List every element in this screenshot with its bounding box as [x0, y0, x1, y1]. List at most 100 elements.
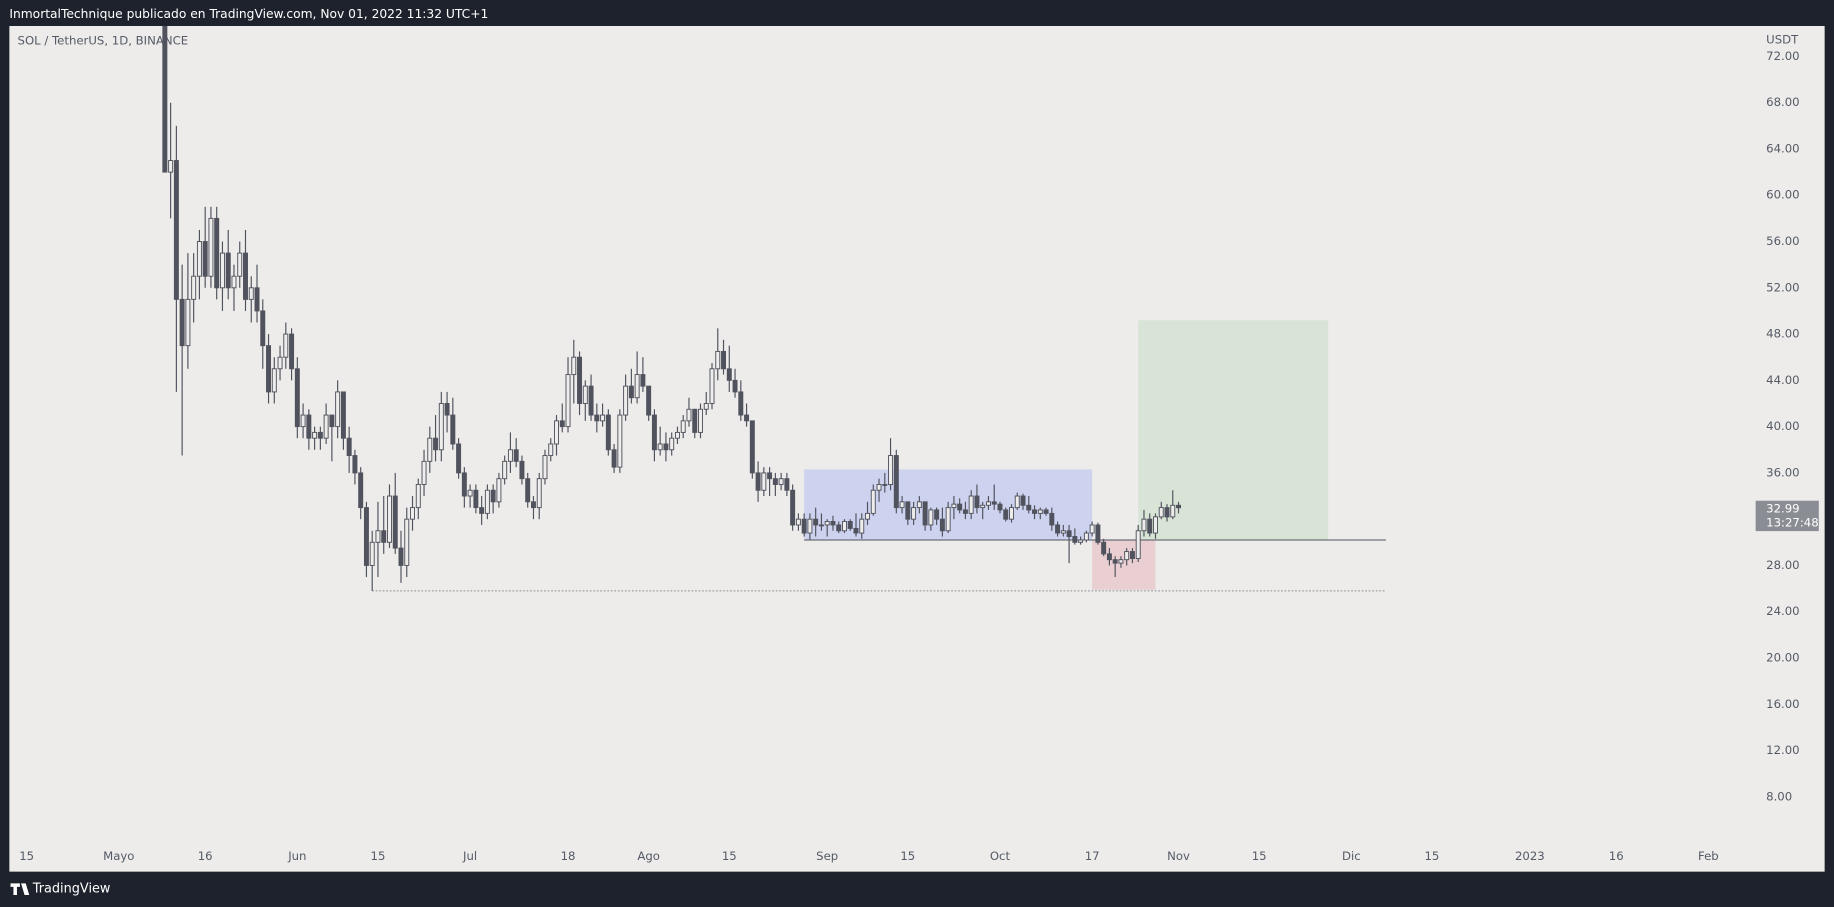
- candle-body: [1014, 495, 1020, 509]
- candle-body: [173, 160, 179, 300]
- candle-body: [1118, 559, 1124, 564]
- x-tick-label: Oct: [990, 849, 1011, 863]
- candle-body: [1009, 507, 1014, 520]
- candle-body: [283, 333, 289, 358]
- header-title: InmortalTechnique publicado en TradingVi…: [9, 7, 488, 21]
- candle-body: [617, 414, 623, 468]
- logo-mark: [10, 883, 30, 896]
- y-tick-label: 20.00: [1766, 650, 1799, 664]
- candle-body: [577, 356, 583, 404]
- candle-body: [888, 455, 894, 485]
- candle-body: [536, 478, 542, 509]
- candle-body: [582, 385, 588, 404]
- y-tick-label: 44.00: [1766, 373, 1799, 387]
- candle-body: [778, 478, 784, 485]
- last-price-box: [1755, 500, 1819, 532]
- candle-body: [306, 414, 312, 439]
- candle-body: [260, 310, 266, 347]
- candle-body: [490, 489, 496, 503]
- candle-body: [392, 495, 398, 549]
- y-tick-label: 48.00: [1766, 327, 1799, 341]
- y-tick-label: 40.00: [1766, 419, 1799, 433]
- candle-body: [836, 524, 842, 532]
- candle-body: [271, 368, 277, 393]
- x-tick-label: 15: [1424, 849, 1439, 863]
- candle-body: [335, 391, 341, 428]
- candle-body: [1170, 504, 1176, 518]
- candle-body: [841, 521, 847, 532]
- candle-body: [893, 455, 899, 509]
- candle-body: [1020, 495, 1026, 506]
- candle-body: [438, 403, 444, 451]
- candle-body: [1066, 530, 1072, 537]
- x-tick-label: Mayo: [103, 849, 134, 863]
- candle-body: [1003, 509, 1009, 520]
- candle-body: [1043, 509, 1049, 514]
- x-tick-label: 15: [1252, 849, 1267, 863]
- candle-body: [813, 518, 819, 526]
- candle-body: [1101, 541, 1107, 555]
- chart-background: [9, 25, 1825, 872]
- candle-body: [243, 252, 248, 300]
- candle-body: [709, 368, 715, 404]
- candle-body: [427, 437, 433, 462]
- candle-body: [404, 518, 410, 566]
- candle-body: [300, 414, 306, 428]
- candle-body: [974, 495, 980, 509]
- candle-body: [623, 385, 629, 416]
- candle-body: [634, 374, 640, 399]
- y-tick-label: 24.00: [1766, 604, 1799, 618]
- y-tick-label: 56.00: [1766, 234, 1799, 248]
- candle-body: [289, 333, 295, 370]
- candle-body: [185, 298, 191, 347]
- candle-body: [294, 368, 300, 428]
- candle-body: [456, 443, 462, 474]
- candle-body: [461, 472, 467, 497]
- candle-body: [732, 379, 738, 393]
- candle-body: [214, 217, 220, 289]
- candle-body: [1129, 551, 1135, 559]
- candle-body: [761, 472, 767, 491]
- candle-body: [329, 414, 335, 428]
- candle-body: [674, 431, 680, 439]
- candle-body: [450, 414, 456, 445]
- x-tick-label: Jul: [462, 849, 477, 863]
- candle-body: [346, 437, 352, 457]
- candle-body: [496, 478, 502, 503]
- candle-body: [433, 437, 439, 451]
- candle-body: [444, 403, 450, 416]
- candle-body: [525, 478, 531, 503]
- candle-body: [865, 512, 870, 520]
- candle-body: [772, 478, 778, 485]
- y-tick-label: 64.00: [1766, 141, 1799, 155]
- candle-body: [202, 241, 208, 277]
- y-tick-label: 52.00: [1766, 280, 1799, 294]
- candle-body: [548, 443, 554, 457]
- candle-body: [594, 414, 600, 422]
- candle-body: [1176, 504, 1182, 509]
- candle-body: [208, 217, 214, 277]
- candle-body: [386, 495, 392, 543]
- x-tick-label: Feb: [1698, 849, 1719, 863]
- candle-body: [415, 483, 421, 509]
- x-tick-label: Jun: [287, 849, 306, 863]
- candle-body: [479, 507, 485, 514]
- candle-body: [715, 350, 721, 370]
- candle-body: [640, 374, 646, 387]
- candle-body: [657, 443, 663, 451]
- candle-body: [934, 509, 940, 520]
- candle-body: [1049, 512, 1055, 526]
- candle-body: [410, 507, 416, 520]
- candle-body: [352, 455, 358, 474]
- candle-body: [1060, 530, 1066, 534]
- candle-body: [254, 287, 260, 312]
- candle-body: [266, 345, 272, 393]
- candle-body: [191, 275, 197, 300]
- y-tick-label: 60.00: [1766, 188, 1799, 202]
- candle-body: [565, 374, 571, 428]
- candle-body: [928, 509, 934, 526]
- candle-body: [663, 443, 669, 451]
- candle-body: [767, 472, 773, 480]
